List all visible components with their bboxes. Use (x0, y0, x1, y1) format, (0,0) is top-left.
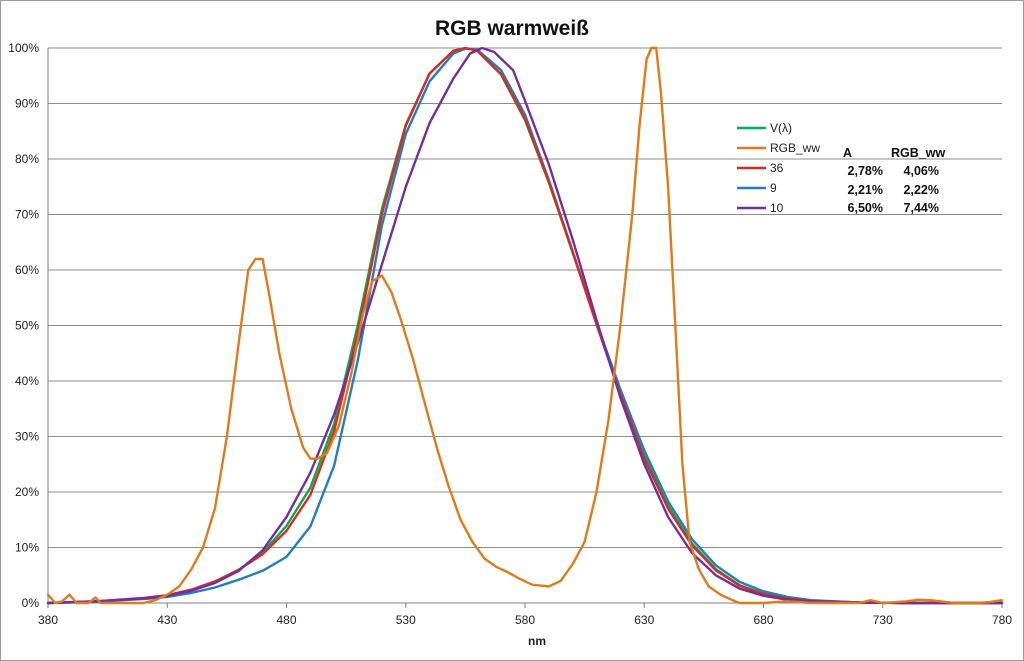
x-axis-ticks: 380 430 480 530 580 630 680 730 780 (38, 603, 1012, 627)
y-tick-label: 100% (8, 41, 39, 55)
y-tick-label: 60% (15, 263, 39, 277)
x-tick-label: 630 (634, 613, 654, 627)
y-tick-label: 90% (15, 97, 39, 111)
legend-label-10: 10 (770, 201, 784, 215)
x-tick-label: 530 (396, 613, 416, 627)
series-lines (46, 46, 1004, 605)
table-cell-36-a: 2,78% (848, 164, 883, 178)
x-tick-label: 780 (992, 613, 1012, 627)
series-line-10 (46, 46, 1004, 605)
table-cell-9-rgbww: 2,22% (904, 183, 939, 197)
table-cell-10-rgbww: 7,44% (904, 201, 939, 215)
table-cell-9-a: 2,21% (848, 183, 883, 197)
y-axis-ticks: 0% 10% 20% 30% 40% 50% 60% 70% 80% 90% 100% (8, 41, 39, 610)
legend-label-36: 36 (770, 161, 784, 175)
x-tick-label: 480 (276, 613, 296, 627)
series-line-rgb-ww (46, 46, 1004, 605)
y-tick-label: 40% (15, 374, 39, 388)
gridlines (47, 47, 1002, 604)
y-tick-label: 20% (15, 485, 39, 499)
legend: V(λ) RGB_ww 36 9 10 (737, 121, 820, 215)
y-tick-label: 30% (15, 430, 39, 444)
x-tick-label: 730 (873, 613, 893, 627)
y-tick-label: 70% (15, 208, 39, 222)
table-cell-10-a: 6,50% (848, 201, 883, 215)
legend-label-rgb-ww: RGB_ww (770, 141, 820, 155)
y-tick-label: 50% (15, 319, 39, 333)
x-tick-label: 680 (753, 613, 773, 627)
table-header-a: A (843, 146, 852, 160)
chart-title: RGB warmweiß (435, 17, 589, 40)
stats-table: A RGB_ww 2,78% 4,06% 2,21% 2,22% 6,50% 7… (843, 146, 945, 215)
x-tick-label: 380 (38, 613, 58, 627)
x-axis-label: nm (528, 634, 546, 648)
x-tick-label: 580 (515, 613, 535, 627)
legend-label-v: V(λ) (770, 121, 792, 135)
x-tick-label: 430 (157, 613, 177, 627)
y-tick-label: 80% (15, 152, 39, 166)
legend-label-9: 9 (770, 181, 777, 195)
y-tick-label: 10% (15, 541, 39, 555)
table-cell-36-rgbww: 4,06% (904, 164, 939, 178)
y-tick-label: 0% (22, 596, 40, 610)
table-header-rgbww: RGB_ww (891, 146, 945, 160)
